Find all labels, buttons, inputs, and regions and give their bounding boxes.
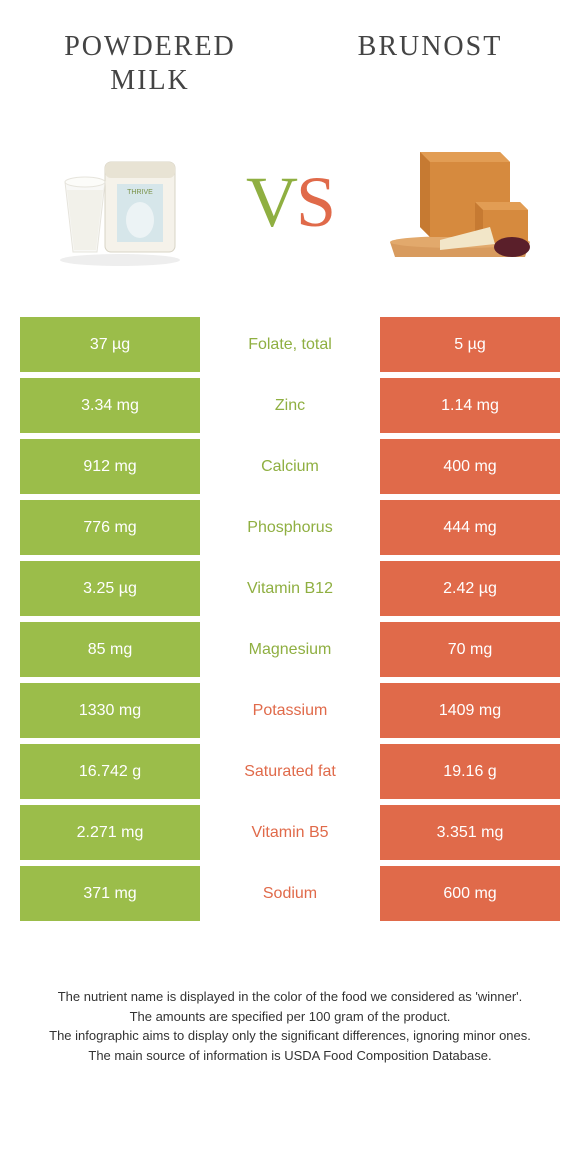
right-food-image [380, 122, 540, 282]
nutrient-label: Potassium [200, 683, 380, 738]
left-food-title: Powdered milk [60, 30, 240, 97]
footnote-line: The amounts are specified per 100 gram o… [30, 1007, 550, 1027]
nutrient-label: Vitamin B5 [200, 805, 380, 860]
nutrient-row: 16.742 gSaturated fat19.16 g [20, 744, 560, 799]
right-value: 5 µg [380, 317, 560, 372]
left-value: 16.742 g [20, 744, 200, 799]
left-value: 2.271 mg [20, 805, 200, 860]
nutrient-label: Vitamin B12 [200, 561, 380, 616]
footnote-line: The nutrient name is displayed in the co… [30, 987, 550, 1007]
left-value: 912 mg [20, 439, 200, 494]
right-value: 1409 mg [380, 683, 560, 738]
svg-text:THRIVE: THRIVE [127, 189, 153, 196]
nutrient-label: Sodium [200, 866, 380, 921]
nutrient-row: 3.34 mgZinc1.14 mg [20, 378, 560, 433]
nutrient-row: 3.25 µgVitamin B122.42 µg [20, 561, 560, 616]
right-value: 444 mg [380, 500, 560, 555]
nutrient-row: 776 mgPhosphorus444 mg [20, 500, 560, 555]
vs-v: V [246, 162, 296, 242]
right-value: 2.42 µg [380, 561, 560, 616]
nutrient-row: 2.271 mgVitamin B53.351 mg [20, 805, 560, 860]
footnotes: The nutrient name is displayed in the co… [0, 927, 580, 1065]
vs-label: VS [246, 161, 334, 244]
images-row: THRIVE VS [0, 97, 580, 317]
left-value: 371 mg [20, 866, 200, 921]
left-value: 3.25 µg [20, 561, 200, 616]
left-food-image: THRIVE [40, 122, 200, 282]
left-value: 1330 mg [20, 683, 200, 738]
right-value: 600 mg [380, 866, 560, 921]
left-value: 37 µg [20, 317, 200, 372]
footnote-line: The infographic aims to display only the… [30, 1026, 550, 1046]
nutrient-label: Calcium [200, 439, 380, 494]
right-food-title: Brunost [340, 30, 520, 64]
header: Powdered milk Brunost [0, 0, 580, 97]
nutrient-row: 37 µgFolate, total5 µg [20, 317, 560, 372]
right-value: 3.351 mg [380, 805, 560, 860]
right-value: 400 mg [380, 439, 560, 494]
nutrient-row: 912 mgCalcium400 mg [20, 439, 560, 494]
footnote-line: The main source of information is USDA F… [30, 1046, 550, 1066]
right-value: 19.16 g [380, 744, 560, 799]
nutrient-label: Magnesium [200, 622, 380, 677]
nutrient-row: 85 mgMagnesium70 mg [20, 622, 560, 677]
nutrient-table: 37 µgFolate, total5 µg 3.34 mgZinc1.14 mg… [0, 317, 580, 921]
nutrient-label: Folate, total [200, 317, 380, 372]
nutrient-label: Phosphorus [200, 500, 380, 555]
vs-s: S [296, 162, 334, 242]
left-value: 776 mg [20, 500, 200, 555]
nutrient-label: Zinc [200, 378, 380, 433]
nutrient-row: 371 mgSodium600 mg [20, 866, 560, 921]
nutrient-row: 1330 mgPotassium1409 mg [20, 683, 560, 738]
right-value: 70 mg [380, 622, 560, 677]
nutrient-label: Saturated fat [200, 744, 380, 799]
left-value: 85 mg [20, 622, 200, 677]
right-value: 1.14 mg [380, 378, 560, 433]
left-value: 3.34 mg [20, 378, 200, 433]
